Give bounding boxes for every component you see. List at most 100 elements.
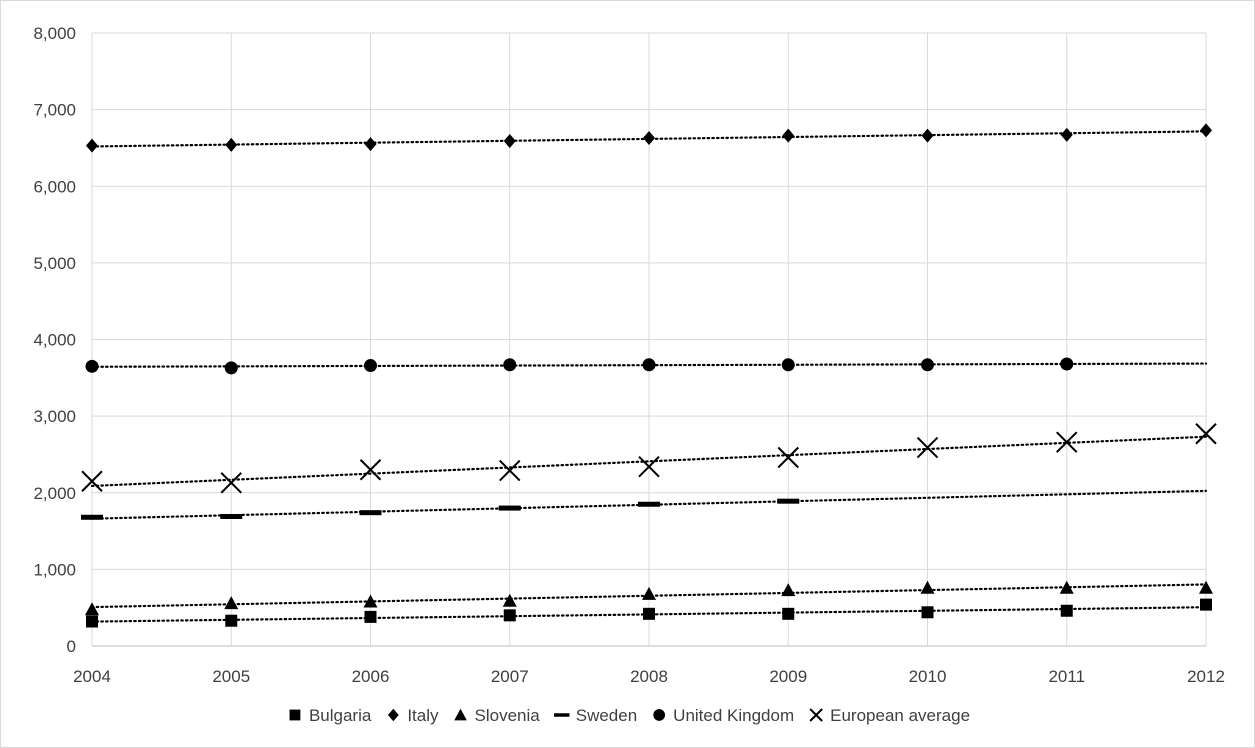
data-point-bulgaria xyxy=(643,607,655,620)
data-point-bulgaria xyxy=(1060,604,1073,617)
data-point-italy xyxy=(1200,123,1212,138)
diamond-marker-shape xyxy=(364,137,377,152)
circle-marker-shape xyxy=(85,359,99,373)
dash-marker-shape xyxy=(81,514,103,520)
legend-marker-icon xyxy=(454,708,467,721)
x-marker-stroke xyxy=(809,708,823,722)
data-point-slovenia xyxy=(363,594,378,608)
circle-marker-shape xyxy=(921,358,934,372)
diamond-marker-shape xyxy=(921,128,934,143)
diamond-marker-shape xyxy=(782,128,795,143)
x-tick-label: 2008 xyxy=(630,667,668,686)
data-point-bulgaria xyxy=(921,606,934,619)
triangle-marker-shape xyxy=(224,596,239,610)
data-point-italy xyxy=(225,137,238,152)
data-point-slovenia xyxy=(1059,580,1074,594)
x-marker-stroke xyxy=(359,459,382,481)
data-point-european-average xyxy=(638,455,660,478)
triangle-marker-shape xyxy=(85,602,99,616)
data-point-sweden xyxy=(220,514,243,520)
x-tick-label: 2012 xyxy=(1187,667,1225,686)
diamond-marker-shape xyxy=(387,708,399,722)
data-point-bulgaria xyxy=(1200,598,1212,611)
y-tick-label: 5,000 xyxy=(33,254,76,273)
data-point-united-kingdom xyxy=(921,358,934,372)
data-point-italy xyxy=(921,128,934,143)
legend-label: Italy xyxy=(407,706,439,725)
legend-marker-icon xyxy=(809,708,823,722)
square-marker-shape xyxy=(289,709,301,721)
y-axis-tick-labels: 0 1,000 2,000 3,000 4,000 5,000 6,000 7,000 8,00… xyxy=(33,24,76,656)
diamond-marker-shape xyxy=(643,130,655,145)
circle-marker-shape xyxy=(653,709,666,721)
x-axis-tick-labels: 2004 2005 2006 2007 2008 2009 2010 2011 2012 xyxy=(73,667,1225,686)
square-marker-shape xyxy=(503,609,516,622)
dash-marker-shape xyxy=(638,501,660,507)
data-point-european-average xyxy=(916,436,939,459)
data-point-european-average xyxy=(81,470,103,492)
triangle-marker-shape xyxy=(781,583,796,597)
x-tick-label: 2009 xyxy=(769,667,807,686)
y-tick-label: 7,000 xyxy=(33,101,76,120)
x-tick-label: 2005 xyxy=(212,667,250,686)
triangle-marker-shape xyxy=(363,594,378,608)
square-marker-shape xyxy=(782,607,795,620)
diamond-marker-shape xyxy=(225,137,238,152)
x-tick-label: 2004 xyxy=(73,667,111,686)
diamond-marker-shape xyxy=(1200,123,1212,138)
x-marker-stroke xyxy=(916,436,939,459)
data-point-european-average xyxy=(777,446,799,469)
legend-item-sweden: Sweden xyxy=(554,706,637,725)
square-marker-shape xyxy=(1200,598,1212,611)
data-point-bulgaria xyxy=(503,609,516,622)
data-point-united-kingdom xyxy=(224,361,238,375)
legend-label: European average xyxy=(830,706,970,725)
data-point-bulgaria xyxy=(364,610,377,623)
y-tick-label: 8,000 xyxy=(33,24,76,43)
triangle-marker-shape xyxy=(502,593,517,607)
square-marker-shape xyxy=(364,610,377,623)
legend: Bulgaria Italy Slovenia Sweden United Kingdo… xyxy=(289,706,970,725)
square-marker-shape xyxy=(921,606,934,619)
legend-label: Bulgaria xyxy=(309,706,372,725)
circle-marker-shape xyxy=(224,361,238,375)
data-point-slovenia xyxy=(920,580,935,594)
y-tick-label: 3,000 xyxy=(33,407,76,426)
data-point-european-average xyxy=(1195,423,1217,445)
dash-marker-shape xyxy=(777,498,800,504)
data-point-italy xyxy=(364,137,377,152)
data-point-european-average xyxy=(220,472,242,494)
circle-marker-shape xyxy=(503,358,517,372)
data-point-united-kingdom xyxy=(1060,357,1074,371)
triangle-marker-shape xyxy=(1059,580,1074,594)
x-marker-stroke xyxy=(1195,423,1217,445)
dash-marker-shape xyxy=(220,514,243,520)
data-point-slovenia xyxy=(224,596,239,610)
x-tick-label: 2006 xyxy=(352,667,390,686)
legend-item-slovenia: Slovenia xyxy=(454,706,540,725)
data-point-slovenia xyxy=(85,602,99,616)
data-point-united-kingdom xyxy=(781,358,795,372)
y-tick-label: 4,000 xyxy=(33,331,76,350)
data-point-italy xyxy=(782,128,795,143)
legend-label: Slovenia xyxy=(475,706,541,725)
data-point-italy xyxy=(86,138,98,153)
legend-marker-icon xyxy=(387,708,399,722)
data-point-united-kingdom xyxy=(85,359,99,373)
data-point-italy xyxy=(1060,127,1073,142)
legend-marker-icon xyxy=(554,713,570,717)
data-markers xyxy=(81,123,1217,628)
data-point-slovenia xyxy=(642,586,656,600)
legend-marker-icon xyxy=(653,709,666,721)
x-tick-label: 2010 xyxy=(909,667,947,686)
x-tick-label: 2007 xyxy=(491,667,529,686)
y-tick-label: 2,000 xyxy=(33,484,76,503)
data-point-european-average xyxy=(359,459,382,481)
data-point-united-kingdom xyxy=(364,359,377,373)
diamond-marker-shape xyxy=(1060,127,1073,142)
trendline-european-average xyxy=(90,435,1208,488)
triangle-marker-shape xyxy=(920,580,935,594)
data-point-slovenia xyxy=(502,593,517,607)
